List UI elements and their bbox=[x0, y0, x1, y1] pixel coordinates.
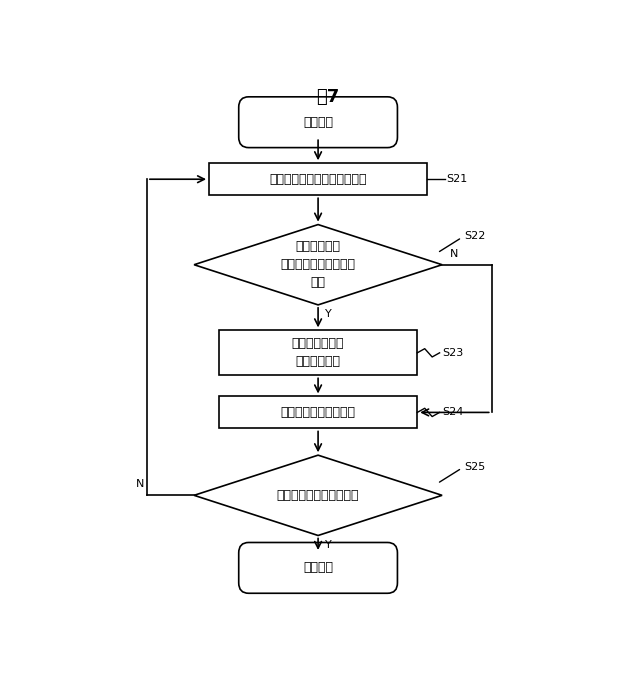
Text: Y: Y bbox=[324, 309, 332, 319]
Text: S23: S23 bbox=[442, 348, 463, 358]
Bar bbox=[209, 163, 428, 195]
Text: N: N bbox=[136, 479, 145, 489]
Text: 標本データが
基準数以下の時間帯が
ある: 標本データが 基準数以下の時間帯が ある bbox=[280, 240, 356, 289]
Text: 標本データの流用処理: 標本データの流用処理 bbox=[280, 406, 356, 419]
Text: S21: S21 bbox=[446, 174, 467, 184]
Text: リンクの統計データ読み出し: リンクの統計データ読み出し bbox=[269, 173, 367, 186]
Polygon shape bbox=[194, 225, 442, 305]
Text: S22: S22 bbox=[465, 232, 486, 242]
Text: 処理開始: 処理開始 bbox=[303, 116, 333, 129]
Text: S25: S25 bbox=[465, 462, 486, 472]
Text: Y: Y bbox=[324, 540, 332, 550]
FancyBboxPatch shape bbox=[239, 97, 397, 147]
Bar bbox=[219, 330, 417, 376]
Text: 図7: 図7 bbox=[316, 88, 340, 106]
Polygon shape bbox=[194, 455, 442, 536]
Text: 通行規制のある
時間帯を除外: 通行規制のある 時間帯を除外 bbox=[292, 337, 344, 368]
Text: N: N bbox=[449, 248, 458, 258]
FancyBboxPatch shape bbox=[239, 542, 397, 594]
Text: S24: S24 bbox=[442, 407, 463, 417]
Bar bbox=[219, 396, 417, 429]
Text: 全てのリンクを確認完了: 全てのリンクを確認完了 bbox=[277, 489, 359, 502]
Text: 処理終了: 処理終了 bbox=[303, 561, 333, 574]
